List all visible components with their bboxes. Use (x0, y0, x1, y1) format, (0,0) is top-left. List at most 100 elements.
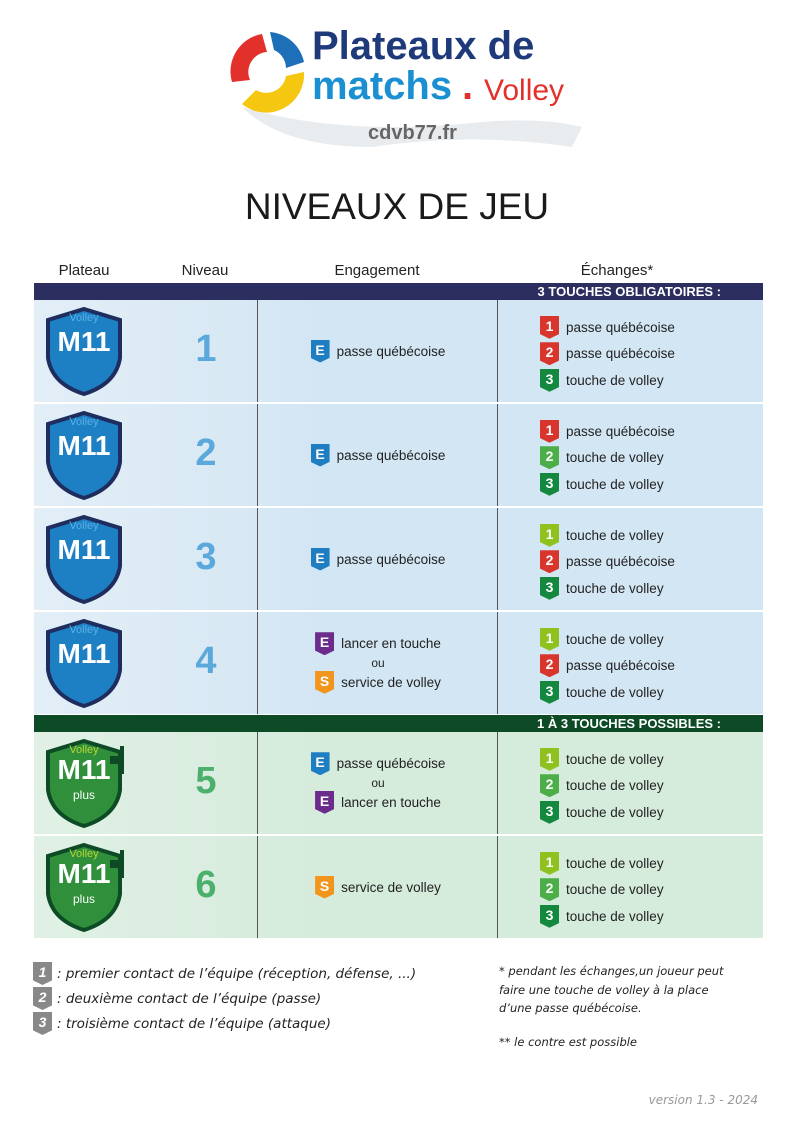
badge-top: Volley (69, 312, 99, 324)
touch-number-badge-icon: 3 (540, 904, 559, 928)
badge-sub: plus (72, 892, 95, 906)
note-line: d’une passe québécoise. (499, 1001, 642, 1015)
legend-item: 3: troisième contact de l’équipe (attaqu… (33, 1012, 331, 1035)
legend-item: 1: premier contact de l’équipe (réceptio… (33, 962, 416, 985)
m11-shield-icon (46, 306, 122, 396)
badge-sub: plus (72, 788, 95, 802)
note-block: ** le contre est possible (499, 1035, 638, 1049)
touch-number-badge-icon: 3 (33, 1012, 52, 1035)
exchange-item: 3 touche de volley (540, 575, 675, 602)
logo-volley: Volley (484, 74, 565, 107)
level-number: 1 (195, 328, 217, 370)
logo-line2: matchs (312, 64, 453, 108)
touch-number-badge-icon: 1 (540, 419, 559, 443)
exchange-text: touche de volley (566, 908, 664, 924)
logo-line1: Plateaux de (312, 24, 535, 68)
exchange-text: touche de volley (566, 476, 664, 492)
exchange-text: touche de volley (566, 778, 664, 794)
badge-top: Volley (69, 744, 99, 756)
touch-number-badge-icon: 1 (540, 851, 559, 875)
exchanges-cell: 1 passe québécoise 2 passe québécoise 3 touch… (540, 314, 675, 394)
legend-item: 2: deuxième contact de l’équipe (passe) (33, 987, 321, 1010)
engagement-text: lancer en touche (341, 794, 441, 810)
exchange-text: touche de volley (566, 631, 664, 647)
exchange-text: touche de volley (566, 527, 664, 543)
exchange-item: 3 touche de volley (540, 471, 675, 498)
version: version 1.3 - 2024 (648, 1093, 758, 1107)
touch-number-badge-icon: 1 (540, 627, 559, 651)
level-number: 3 (195, 536, 217, 578)
col-echanges: Échanges* (580, 262, 654, 279)
engagement-badge-icon: E (310, 339, 330, 363)
exchange-item: 2 passe québécoise (540, 549, 675, 576)
exchange-text: passe québécoise (566, 319, 675, 335)
exchange-item: 2 passe québécoise (540, 653, 675, 680)
exchange-text: touche de volley (566, 450, 664, 466)
touch-number-badge-icon: 3 (540, 472, 559, 496)
note-line: faire une touche de volley à la place (499, 982, 709, 997)
touch-number-badge-icon: 3 (540, 680, 559, 704)
touch-number-badge-icon: 2 (540, 878, 559, 902)
m11-shield-icon (46, 514, 122, 604)
note-line: * pendant les échanges,un joueur peut (499, 964, 724, 978)
engagement-badge-icon: E (315, 632, 335, 656)
service-badge-icon: S (315, 670, 335, 694)
exchange-text: passe québécoise (566, 423, 675, 439)
engagement-badge-icon: E (310, 547, 330, 571)
exchanges-cell: 1 touche de volley 2 touche de volley 3 touch… (540, 746, 664, 826)
touch-number-badge-icon: 2 (540, 654, 559, 678)
banner-text: 1 À 3 TOUCHES POSSIBLES : (537, 716, 721, 731)
badge-main: M11 (57, 638, 111, 669)
badge-top: Volley (69, 416, 99, 428)
engagement-text: service de volley (341, 879, 441, 895)
exchange-item: 3 touche de volley (540, 367, 675, 394)
exchange-item: 3 touche de volley (540, 799, 664, 826)
touch-number-badge-icon: 1 (540, 315, 559, 339)
level-number: 5 (195, 760, 217, 802)
or-text: ou (371, 776, 385, 790)
engagement-text: passe québécoise (336, 551, 446, 567)
exchange-item: 2 touche de volley (540, 445, 675, 472)
exchanges-cell: 1 touche de volley 2 passe québécoise 3 touch… (540, 626, 675, 706)
page-title: NIVEAUX DE JEU (244, 186, 550, 227)
service-badge-icon: S (315, 875, 335, 899)
touch-number-badge-icon: 2 (540, 550, 559, 574)
level-number: 6 (195, 864, 217, 906)
badge-top: Volley (69, 520, 99, 532)
exchange-text: passe québécoise (566, 346, 675, 362)
engagement-text: passe québécoise (336, 343, 446, 359)
exchange-item: 2 touche de volley (540, 773, 664, 800)
exchange-text: touche de volley (566, 684, 664, 700)
legend-text: : premier contact de l’équipe (réception… (57, 965, 417, 982)
exchanges-cell: 1 touche de volley 2 touche de volley 3 touch… (540, 850, 664, 930)
exchange-text: touche de volley (566, 372, 664, 388)
badge-top: Volley (69, 624, 99, 636)
touch-number-badge-icon: 1 (540, 747, 559, 771)
touch-number-badge-icon: 3 (540, 800, 559, 824)
engagement-badge-icon: E (310, 752, 330, 776)
badge-main: M11 (57, 534, 111, 565)
badge-main: M11 (57, 430, 111, 461)
volleyball-logo-icon (227, 32, 582, 147)
logo-site: cdvb77.fr (368, 122, 457, 144)
badge-main: M11 (57, 326, 111, 357)
engagement-badge-icon: E (310, 443, 330, 467)
touch-number-badge-icon: 1 (540, 523, 559, 547)
col-niveau: Niveau (181, 262, 229, 279)
